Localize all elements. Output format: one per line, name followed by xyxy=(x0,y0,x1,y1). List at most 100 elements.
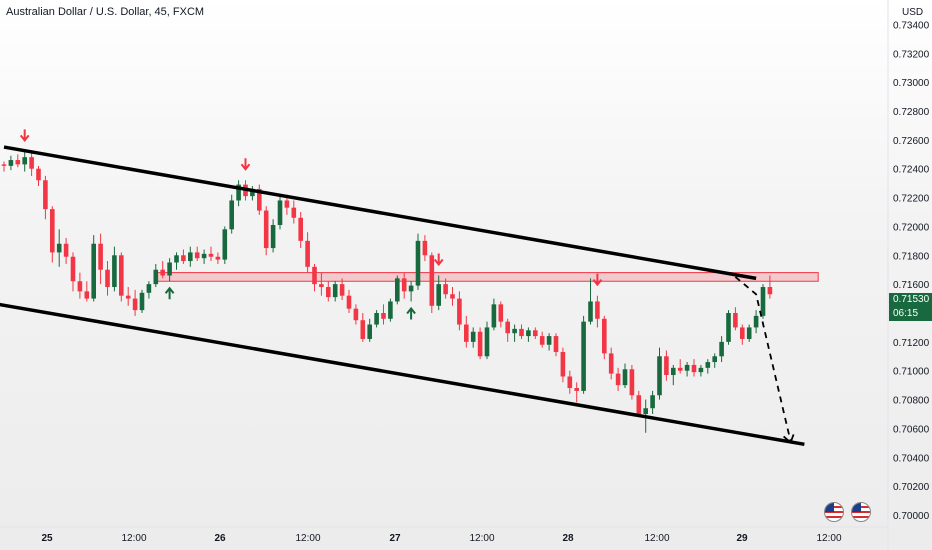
us-flag-icon[interactable] xyxy=(824,502,844,522)
candle-body xyxy=(719,341,724,357)
candle-body xyxy=(698,367,704,373)
candle-body xyxy=(691,364,697,373)
candle-body xyxy=(491,304,497,328)
price-tick-label: 0.72200 xyxy=(893,194,930,205)
candle-body xyxy=(401,278,407,292)
currency-unit[interactable]: USD xyxy=(902,7,924,18)
candle-body xyxy=(98,243,103,270)
price-tick-label: 0.70800 xyxy=(893,396,930,407)
candle-body xyxy=(332,284,338,298)
candle-body xyxy=(360,320,366,339)
candle-body xyxy=(567,376,573,389)
candle-body xyxy=(429,255,435,306)
candle-body xyxy=(215,256,221,260)
candle-body xyxy=(608,353,614,374)
candle-body xyxy=(263,210,269,249)
price-tick-label: 0.73400 xyxy=(893,20,930,31)
price-tick-label: 0.70600 xyxy=(893,424,930,435)
price-tick-label: 0.72000 xyxy=(893,222,930,233)
time-tick-label: 12:00 xyxy=(644,533,669,544)
candle-body xyxy=(705,362,711,368)
candle-body xyxy=(250,188,255,197)
price-tick-label: 0.71000 xyxy=(893,367,930,378)
candle-body xyxy=(395,278,400,302)
us-flag-icon[interactable] xyxy=(851,502,871,522)
price-tick-label: 0.73200 xyxy=(893,49,930,60)
candle-body xyxy=(595,301,600,319)
down-arrow-icon xyxy=(433,253,444,267)
candle-body xyxy=(671,367,676,376)
candle-body xyxy=(753,315,759,328)
down-arrow-icon xyxy=(592,273,603,287)
price-tick-label: 0.72600 xyxy=(893,136,930,147)
candle-body xyxy=(553,336,559,352)
candle-body xyxy=(339,284,345,296)
candle-body xyxy=(740,327,745,339)
candle-body xyxy=(43,180,48,210)
candle-body xyxy=(132,298,138,311)
time-tick-label: 25 xyxy=(41,533,53,544)
candle-body xyxy=(284,200,290,208)
candle-body xyxy=(767,287,773,295)
time-tick-label: 12:00 xyxy=(469,533,494,544)
candle-body xyxy=(56,243,62,253)
candle-body xyxy=(15,160,21,165)
candle-body xyxy=(498,304,504,322)
candle-body xyxy=(146,284,152,293)
candle-body xyxy=(422,240,428,256)
time-tick-label: 28 xyxy=(562,533,574,544)
candle-body xyxy=(119,255,124,296)
candle-body xyxy=(533,330,538,337)
candle-body xyxy=(726,313,731,342)
candle-body xyxy=(367,324,372,339)
price-tick-label: 0.70000 xyxy=(893,511,930,522)
candle-body xyxy=(36,168,41,181)
candle-body xyxy=(174,255,179,263)
candle-body xyxy=(346,295,352,309)
candle-body xyxy=(153,269,159,285)
candle-body xyxy=(229,200,234,230)
candle-body xyxy=(312,266,317,285)
candle-body xyxy=(484,327,490,357)
resistance-zone xyxy=(155,272,819,282)
candle-body xyxy=(746,327,752,339)
candle-body xyxy=(291,207,297,218)
candle-body xyxy=(388,301,393,319)
price-tick-label: 0.71800 xyxy=(893,251,930,262)
candle-body xyxy=(270,224,276,249)
time-tick-label: 29 xyxy=(736,533,748,544)
candle-body xyxy=(160,269,165,276)
bar-countdown: 06:15 xyxy=(893,308,919,319)
time-tick-label: 27 xyxy=(389,533,401,544)
candle-body xyxy=(50,209,55,253)
candle-body xyxy=(22,157,27,165)
candle-body xyxy=(477,331,483,357)
candle-body xyxy=(602,318,607,354)
candle-body xyxy=(181,255,186,262)
candle-body xyxy=(457,298,462,325)
candle-body xyxy=(505,321,510,334)
candle-body xyxy=(415,240,421,286)
candle-body xyxy=(298,217,303,241)
candle-body xyxy=(326,287,331,298)
candle-body xyxy=(464,324,469,342)
price-tick-label: 0.70200 xyxy=(893,482,930,493)
candle-body xyxy=(167,262,172,276)
candle-body xyxy=(657,356,662,396)
candle-body xyxy=(519,328,524,337)
candle-body xyxy=(539,336,545,345)
candle-body xyxy=(208,253,214,257)
candle-body xyxy=(8,160,14,166)
down-arrow-icon xyxy=(19,129,30,143)
time-tick-label: 12:00 xyxy=(295,533,320,544)
candle-body xyxy=(443,284,448,295)
candle-body xyxy=(63,243,69,257)
channel-lower-line xyxy=(0,302,805,447)
projection-path xyxy=(734,276,792,442)
candle-body xyxy=(112,255,117,288)
candle-body xyxy=(629,369,635,396)
price-tick-label: 0.72800 xyxy=(893,107,930,118)
candle-body xyxy=(664,356,669,376)
